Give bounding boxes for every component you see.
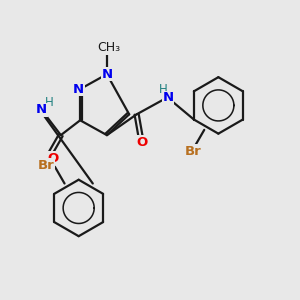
Text: N: N xyxy=(162,92,173,104)
Text: CH₃: CH₃ xyxy=(97,41,120,54)
Text: N: N xyxy=(36,103,47,116)
Text: Br: Br xyxy=(185,145,202,158)
Text: H: H xyxy=(158,82,167,96)
Text: Br: Br xyxy=(38,159,54,172)
Text: H: H xyxy=(45,96,53,109)
Text: N: N xyxy=(73,82,84,96)
Text: O: O xyxy=(136,136,147,149)
Text: N: N xyxy=(101,68,112,81)
Text: O: O xyxy=(47,152,58,165)
